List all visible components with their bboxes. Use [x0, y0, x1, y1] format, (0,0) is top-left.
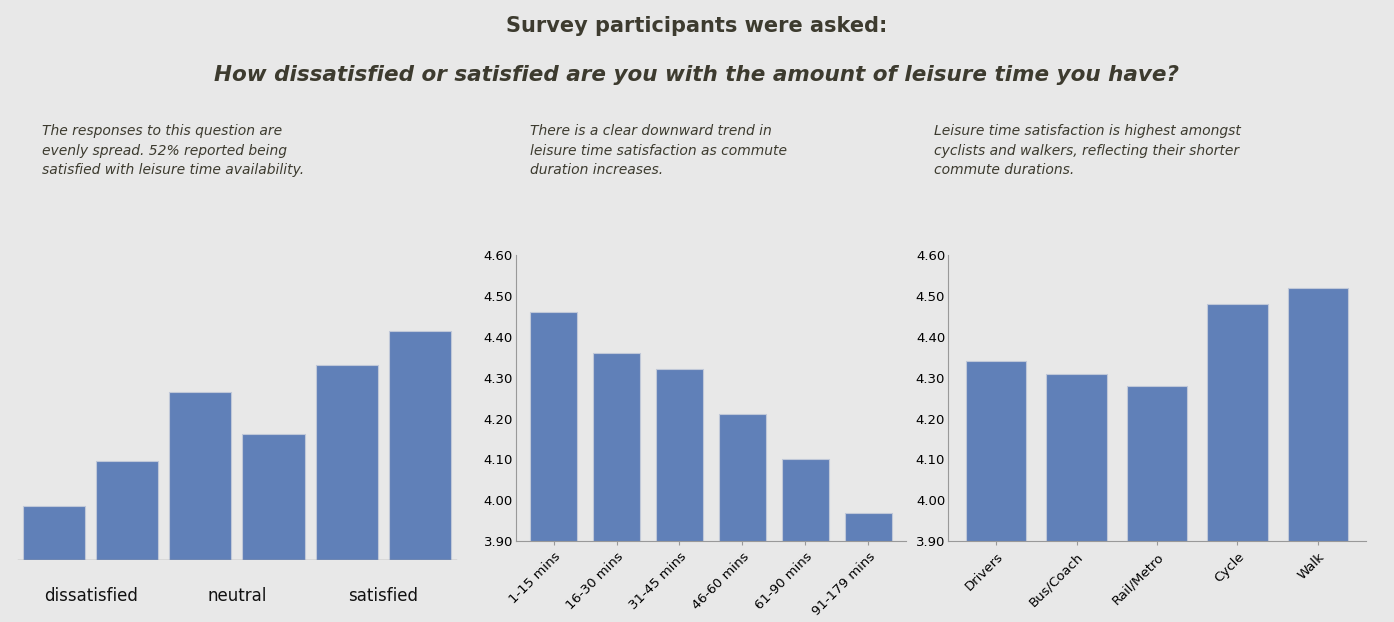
- Bar: [1126, 386, 1188, 622]
- Bar: [782, 460, 829, 622]
- Bar: [845, 513, 892, 622]
- Bar: [1207, 304, 1267, 622]
- Text: Survey participants were asked:: Survey participants were asked:: [506, 16, 888, 35]
- Text: dissatisfied: dissatisfied: [43, 587, 138, 605]
- Bar: [966, 361, 1026, 622]
- Bar: [24, 506, 85, 560]
- Text: How dissatisfied or satisfied are you with the amount of leisure time you have?: How dissatisfied or satisfied are you wi…: [215, 65, 1179, 85]
- Text: The responses to this question are
evenly spread. 52% reported being
satisfied w: The responses to this question are evenl…: [42, 124, 304, 177]
- Bar: [655, 369, 703, 622]
- Bar: [592, 353, 640, 622]
- Bar: [719, 414, 767, 622]
- Bar: [243, 434, 305, 560]
- Bar: [1288, 288, 1348, 622]
- Text: There is a clear downward trend in
leisure time satisfaction as commute
duration: There is a clear downward trend in leisu…: [530, 124, 786, 177]
- Bar: [96, 461, 159, 560]
- Text: satisfied: satisfied: [348, 587, 418, 605]
- Bar: [530, 312, 577, 622]
- Bar: [389, 331, 450, 560]
- Bar: [1047, 374, 1107, 622]
- Bar: [169, 392, 231, 560]
- Text: neutral: neutral: [208, 587, 266, 605]
- Text: Leisure time satisfaction is highest amongst
cyclists and walkers, reflecting th: Leisure time satisfaction is highest amo…: [934, 124, 1241, 177]
- Bar: [315, 365, 378, 560]
